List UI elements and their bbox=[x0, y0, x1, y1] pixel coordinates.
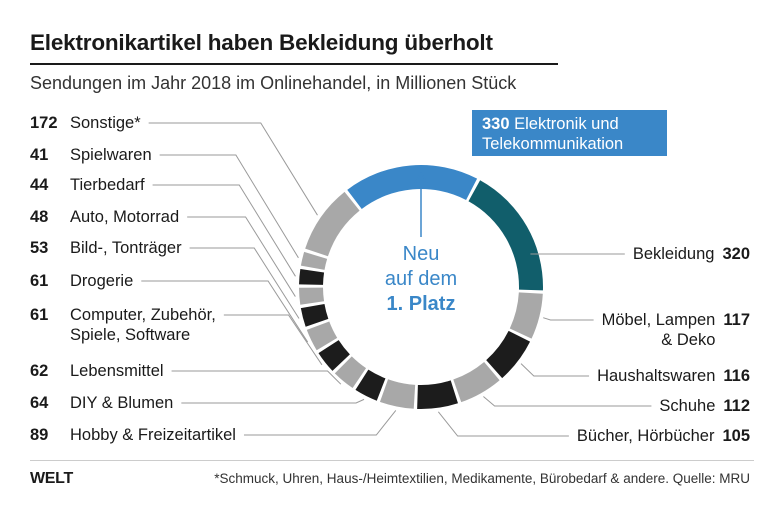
label-value-haushaltswaren: 116 bbox=[723, 367, 750, 385]
title-underline bbox=[30, 63, 558, 65]
slice-haushaltswaren bbox=[486, 330, 531, 379]
label-name-buecher-hoerbuecher: Bücher, Hörbücher bbox=[577, 427, 715, 445]
label-value-spielwaren: 41 bbox=[30, 146, 48, 164]
label-value-sonstige: 172 bbox=[30, 114, 58, 132]
callout-box bbox=[472, 110, 667, 156]
slice-auto-motorrad bbox=[299, 287, 325, 305]
leader-line-haushaltswaren bbox=[520, 363, 590, 377]
slice-diy-blumen bbox=[355, 369, 386, 401]
label-value-lebensmittel: 62 bbox=[30, 362, 48, 380]
label-value-diy-blumen: 64 bbox=[30, 394, 49, 412]
center-text-line-2: auf dem bbox=[385, 268, 457, 290]
label-value-computer-zubehoer-spiele-software: 61 bbox=[30, 306, 48, 324]
leader-line-sonstige bbox=[148, 122, 318, 216]
label-value-schuhe: 112 bbox=[723, 397, 750, 415]
callout-value: 330 bbox=[482, 115, 514, 133]
slice-bild-tontraeger bbox=[300, 303, 329, 327]
chart-subtitle: Sendungen im Jahr 2018 im Onlinehandel, … bbox=[30, 73, 517, 93]
leader-line-schuhe bbox=[483, 396, 652, 407]
slice-bekleidung bbox=[468, 180, 543, 291]
leader-line-bild-tontraeger bbox=[189, 247, 300, 319]
leader-lines bbox=[141, 122, 652, 437]
label-name-haushaltswaren: Haushaltswaren bbox=[597, 367, 715, 385]
slice-hobby-freizeitartikel bbox=[379, 379, 416, 409]
leader-line-auto-motorrad bbox=[187, 216, 296, 297]
donut-chart: 320 Bekleidung 117 Möbel, Lampen & Deko 116 Ha… bbox=[30, 110, 750, 445]
leader-line-moebel-lampen-deko bbox=[543, 317, 594, 321]
slice-lebensmittel bbox=[334, 356, 367, 389]
callout-label-line-2: Telekommunikation bbox=[482, 135, 623, 153]
up-arrow-icon bbox=[414, 171, 428, 184]
label-name-computer-zubehoer-spiele-software: Spiele, Software bbox=[70, 326, 190, 344]
label-value-bekleidung: 320 bbox=[722, 245, 750, 263]
slice-sonstige bbox=[305, 191, 360, 257]
slice-elektronik-und-telekommunikation bbox=[347, 165, 478, 209]
label-name-schuhe: Schuhe bbox=[659, 397, 715, 415]
label-value-auto-motorrad: 48 bbox=[30, 208, 48, 226]
welt-logo: WELT bbox=[30, 470, 73, 487]
chart-title: Elektronikartikel haben Bekleidung überh… bbox=[30, 30, 493, 55]
center-text-line-1: Neu bbox=[403, 243, 440, 265]
footer-divider bbox=[30, 460, 754, 461]
label-name-spielwaren: Spielwaren bbox=[70, 146, 152, 164]
leader-line-drogerie bbox=[141, 280, 309, 343]
label-name-drogerie: Drogerie bbox=[70, 272, 133, 290]
callout-label-line-1: 330 Elektronik und bbox=[482, 115, 619, 133]
label-value-tierbedarf: 44 bbox=[30, 176, 49, 194]
leader-line-spielwaren bbox=[159, 154, 299, 259]
slice-spielwaren bbox=[300, 251, 328, 270]
label-name-hobby-freizeitartikel: Hobby & Freizeitartikel bbox=[70, 426, 236, 444]
label-name-computer-zubehoer-spiele-software: Computer, Zubehör, bbox=[70, 306, 216, 324]
slice-labels: 320 Bekleidung 117 Möbel, Lampen & Deko 116 Ha… bbox=[30, 114, 750, 445]
label-value-bild-tontraeger: 53 bbox=[30, 239, 48, 257]
slice-tierbedarf bbox=[299, 269, 325, 285]
label-value-drogerie: 61 bbox=[30, 272, 48, 290]
label-value-hobby-freizeitartikel: 89 bbox=[30, 426, 48, 444]
leader-line-diy-blumen bbox=[181, 398, 365, 404]
slice-buecher-hoerbuecher bbox=[417, 380, 458, 409]
label-name-bekleidung: Bekleidung bbox=[633, 245, 715, 263]
slice-drogerie bbox=[306, 321, 338, 351]
label-name-diy-blumen: DIY & Blumen bbox=[70, 394, 173, 412]
label-name-bild-tontraeger: Bild-, Tonträger bbox=[70, 239, 182, 257]
label-name-auto-motorrad: Auto, Motorrad bbox=[70, 208, 179, 226]
label-name-moebel-lampen-deko: Möbel, Lampen bbox=[602, 311, 716, 329]
label-value-moebel-lampen-deko: 117 bbox=[723, 311, 750, 329]
callout-elektronik: 330 Elektronik und Telekommunikation bbox=[472, 110, 667, 156]
label-value-buecher-hoerbuecher: 105 bbox=[722, 427, 750, 445]
center-annotation: Neu auf dem 1. Platz bbox=[385, 171, 457, 315]
center-text-line-3: 1. Platz bbox=[387, 293, 456, 315]
label-name-moebel-lampen-deko: & Deko bbox=[661, 331, 715, 349]
leader-line-lebensmittel bbox=[171, 370, 342, 385]
slice-computer-zubehoer-spiele-software bbox=[318, 340, 350, 371]
footnote: *Schmuck, Uhren, Haus-/Heimtextilien, Me… bbox=[214, 471, 750, 486]
leader-line-computer-zubehoer-spiele-software bbox=[223, 314, 323, 366]
label-name-tierbedarf: Tierbedarf bbox=[70, 176, 145, 194]
label-name-sonstige: Sonstige* bbox=[70, 114, 141, 132]
slice-moebel-lampen-deko bbox=[509, 292, 543, 339]
leader-line-buecher-hoerbuecher bbox=[437, 411, 569, 437]
label-name-lebensmittel: Lebensmittel bbox=[70, 362, 164, 380]
callout-name: Elektronik und bbox=[514, 115, 619, 133]
leader-line-tierbedarf bbox=[152, 184, 296, 277]
slice-schuhe bbox=[453, 361, 500, 403]
leader-line-hobby-freizeitartikel bbox=[243, 410, 397, 436]
